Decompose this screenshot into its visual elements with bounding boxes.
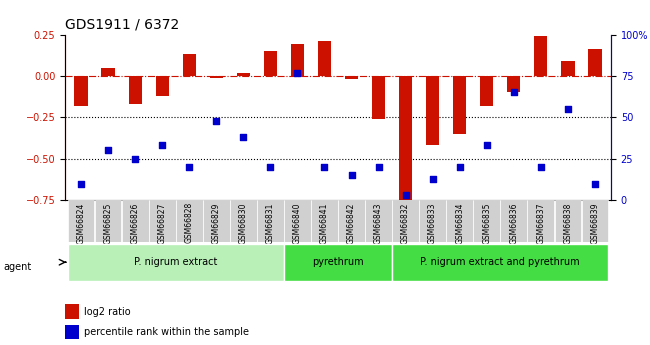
Text: percentile rank within the sample: percentile rank within the sample xyxy=(84,327,249,337)
Text: GDS1911 / 6372: GDS1911 / 6372 xyxy=(65,18,179,32)
Text: GSM66842: GSM66842 xyxy=(347,202,356,244)
Text: GSM66841: GSM66841 xyxy=(320,202,329,244)
Text: GSM66838: GSM66838 xyxy=(564,202,572,244)
FancyBboxPatch shape xyxy=(419,200,446,242)
Bar xyxy=(101,68,115,76)
FancyBboxPatch shape xyxy=(582,200,608,242)
Text: GSM66833: GSM66833 xyxy=(428,202,437,244)
Bar xyxy=(155,76,169,96)
Bar xyxy=(237,72,250,76)
Bar xyxy=(65,304,79,319)
FancyBboxPatch shape xyxy=(203,200,229,242)
FancyBboxPatch shape xyxy=(176,200,203,242)
Bar xyxy=(65,325,79,339)
Point xyxy=(400,193,411,198)
Bar xyxy=(588,49,601,76)
Bar xyxy=(372,76,385,119)
Text: GSM66835: GSM66835 xyxy=(482,202,491,244)
FancyBboxPatch shape xyxy=(284,200,311,242)
FancyBboxPatch shape xyxy=(68,244,283,281)
Text: GSM66840: GSM66840 xyxy=(293,202,302,244)
Point xyxy=(346,172,357,178)
Bar xyxy=(344,76,358,79)
Point xyxy=(103,148,114,153)
Point xyxy=(130,156,140,161)
Text: GSM66837: GSM66837 xyxy=(536,202,545,244)
Point xyxy=(454,164,465,170)
Text: GSM66825: GSM66825 xyxy=(104,202,112,244)
Bar xyxy=(129,76,142,104)
Bar xyxy=(507,76,521,92)
FancyBboxPatch shape xyxy=(447,200,473,242)
Bar xyxy=(183,55,196,76)
Bar xyxy=(453,76,467,134)
Point xyxy=(508,90,519,95)
Point xyxy=(184,164,194,170)
Point xyxy=(590,181,600,186)
Text: GSM66839: GSM66839 xyxy=(590,202,599,244)
FancyBboxPatch shape xyxy=(311,200,338,242)
Point xyxy=(292,70,303,75)
FancyBboxPatch shape xyxy=(554,200,581,242)
Text: log2 ratio: log2 ratio xyxy=(84,307,131,317)
Text: P. nigrum extract: P. nigrum extract xyxy=(134,257,218,267)
Point xyxy=(373,164,384,170)
FancyBboxPatch shape xyxy=(365,200,392,242)
FancyBboxPatch shape xyxy=(122,200,148,242)
Text: GSM66824: GSM66824 xyxy=(77,202,86,244)
Text: GSM66836: GSM66836 xyxy=(509,202,518,244)
Text: GSM66831: GSM66831 xyxy=(266,202,275,244)
FancyBboxPatch shape xyxy=(284,244,392,281)
Text: GSM66843: GSM66843 xyxy=(374,202,383,244)
Point xyxy=(536,164,546,170)
Text: GSM66826: GSM66826 xyxy=(131,202,140,244)
Text: GSM66834: GSM66834 xyxy=(455,202,464,244)
Point xyxy=(482,143,492,148)
Point xyxy=(428,176,438,181)
Text: GSM66832: GSM66832 xyxy=(401,202,410,244)
Bar xyxy=(426,76,439,146)
Text: P. nigrum extract and pyrethrum: P. nigrum extract and pyrethrum xyxy=(421,257,580,267)
FancyBboxPatch shape xyxy=(230,200,257,242)
FancyBboxPatch shape xyxy=(68,200,94,242)
Bar xyxy=(561,61,575,76)
Text: GSM66829: GSM66829 xyxy=(212,202,221,244)
FancyBboxPatch shape xyxy=(528,200,554,242)
Bar xyxy=(534,36,547,76)
Point xyxy=(211,118,222,124)
Bar xyxy=(209,76,223,78)
Point xyxy=(265,164,276,170)
Text: pyrethrum: pyrethrum xyxy=(312,257,364,267)
Point xyxy=(157,143,168,148)
FancyBboxPatch shape xyxy=(473,200,500,242)
FancyBboxPatch shape xyxy=(95,200,122,242)
FancyBboxPatch shape xyxy=(338,200,365,242)
Text: GSM66828: GSM66828 xyxy=(185,202,194,244)
Bar xyxy=(75,76,88,106)
Bar xyxy=(318,41,332,76)
Bar xyxy=(399,76,412,200)
Text: GSM66827: GSM66827 xyxy=(158,202,167,244)
Point xyxy=(238,135,248,140)
Bar xyxy=(264,51,277,76)
Bar xyxy=(480,76,493,106)
FancyBboxPatch shape xyxy=(257,200,283,242)
Point xyxy=(76,181,86,186)
Text: GSM66830: GSM66830 xyxy=(239,202,248,244)
FancyBboxPatch shape xyxy=(393,200,419,242)
Point xyxy=(562,106,573,112)
Point xyxy=(319,164,330,170)
FancyBboxPatch shape xyxy=(393,244,608,281)
FancyBboxPatch shape xyxy=(149,200,176,242)
Text: agent: agent xyxy=(3,263,31,272)
Bar xyxy=(291,45,304,76)
FancyBboxPatch shape xyxy=(500,200,527,242)
